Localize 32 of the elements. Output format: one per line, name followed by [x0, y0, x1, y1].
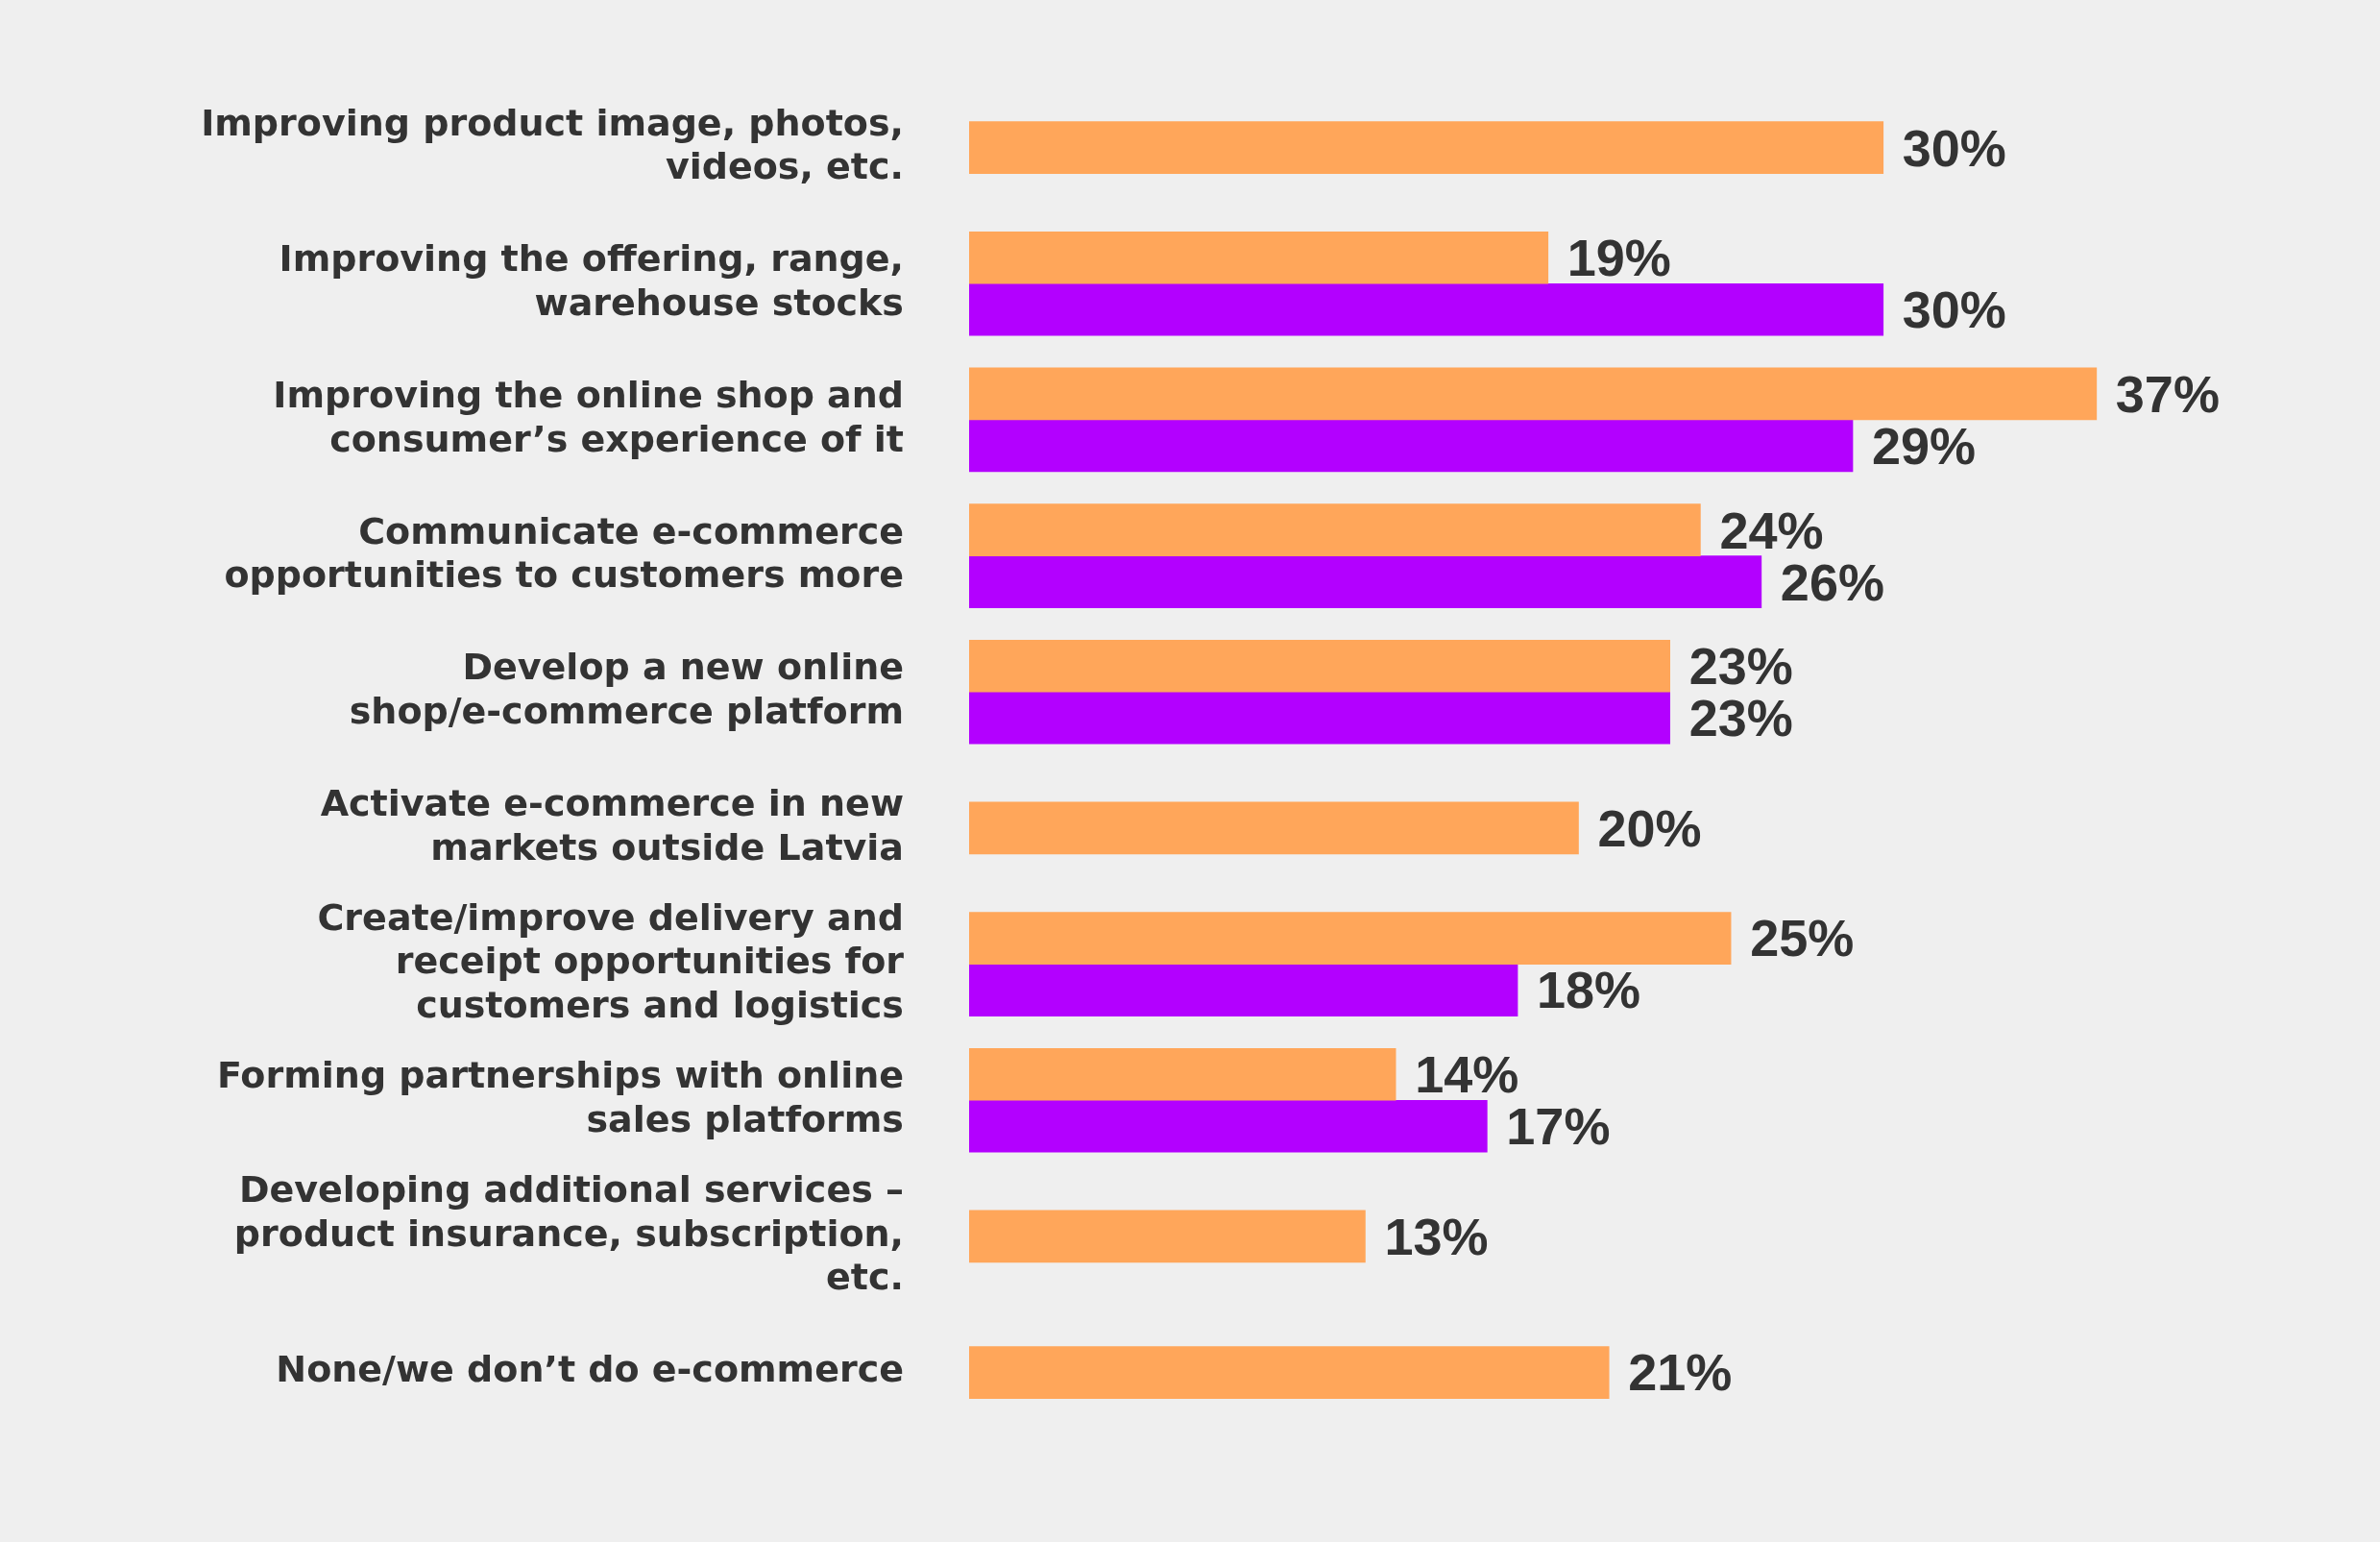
bar [969, 964, 1518, 1016]
data-label: 29% [1872, 416, 1977, 475]
y-tick-label: None/we don’t do e-commerce [276, 1348, 904, 1391]
data-label: 37% [2115, 364, 2220, 423]
data-label: 20% [1597, 798, 1702, 857]
data-label: 21% [1628, 1343, 1733, 1402]
data-label: 18% [1537, 961, 1641, 1019]
data-label: 25% [1750, 909, 1855, 967]
bar [969, 1047, 1396, 1101]
bar [969, 691, 1671, 745]
data-label: 19% [1566, 229, 1671, 287]
bar [969, 639, 1671, 693]
bar [969, 367, 2098, 421]
y-tick-label: Improving the online shop and consumer’s experience of it [273, 374, 904, 460]
y-tick-label: Create/improve delivery and receipt opportunities for customers and logistics [317, 895, 905, 1027]
bar [969, 503, 1701, 556]
bar [969, 1099, 1488, 1153]
data-label: 13% [1384, 1207, 1489, 1265]
y-tick-label: Improving product image, photos, videos, etc. [201, 101, 904, 188]
y-tick-label: Developing additional services – product insurance, subscription, etc. [233, 1168, 904, 1299]
data-label: 30% [1902, 281, 2006, 339]
bar [969, 419, 1854, 473]
data-label: 30% [1902, 118, 2006, 177]
y-tick-label: Forming partnerships with online sales platforms [216, 1054, 904, 1140]
bar [969, 912, 1732, 965]
bar [969, 282, 1884, 336]
bar [969, 231, 1549, 284]
y-tick-label: Improving the offering, range, warehouse stocks [279, 237, 904, 324]
y-tick-label: Develop a new online shop/e-commerce platform [349, 646, 904, 732]
bar [969, 555, 1762, 608]
y-tick-label: Communicate e-commerce opportunities to customers more [224, 509, 904, 597]
y-tick-label: Activate e-commerce in new markets outside Latvia [320, 782, 904, 869]
